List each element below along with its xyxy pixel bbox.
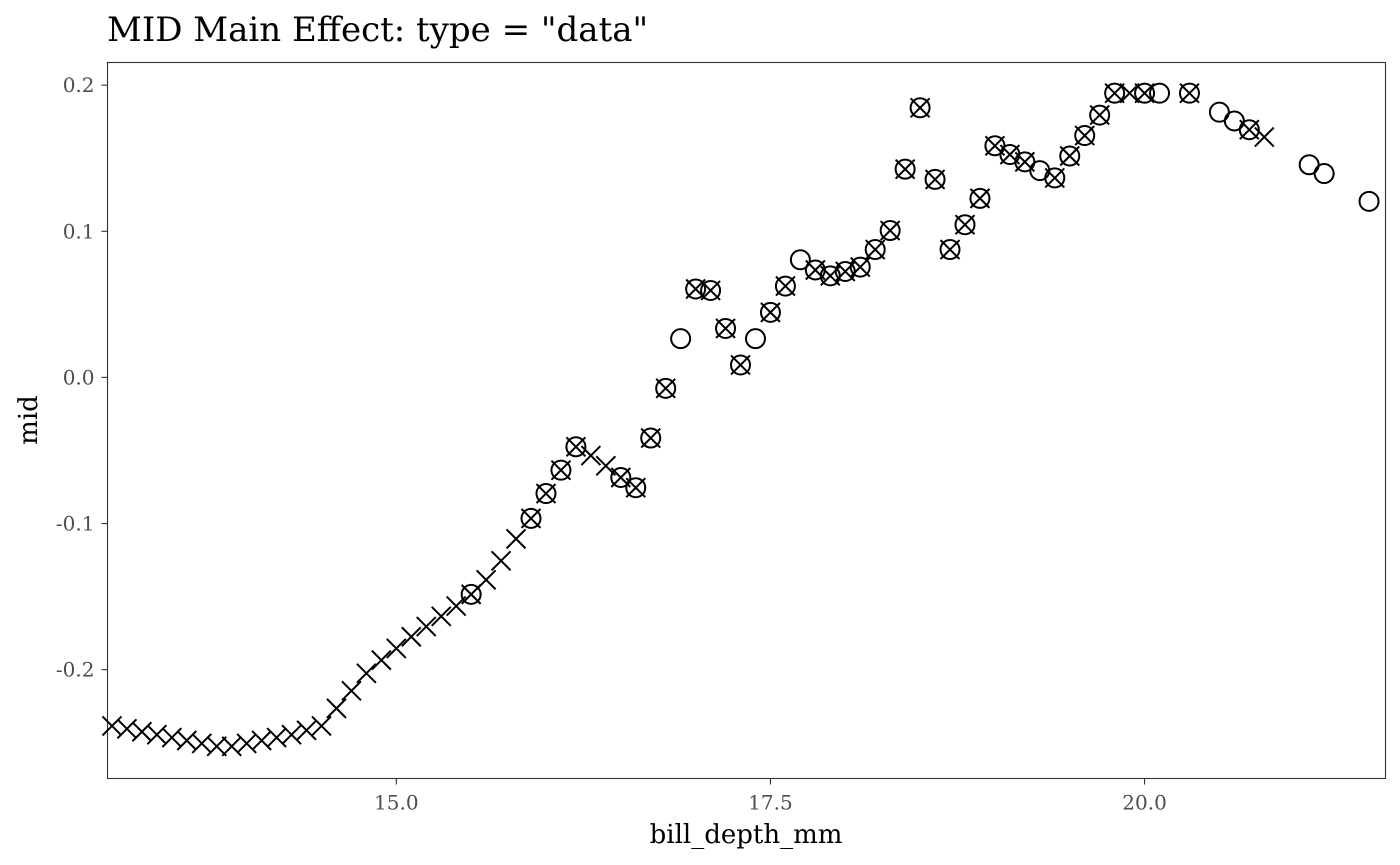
data-point-circle	[670, 328, 692, 350]
x-axis-label: bill_depth_mm	[650, 820, 843, 850]
x-tick-label: 20.0	[1122, 791, 1167, 815]
y-tick-label: 0.0	[63, 365, 95, 389]
data-point-cross	[311, 715, 332, 737]
data-point-circle	[879, 220, 901, 242]
data-point-cross	[490, 550, 512, 571]
data-point-circle	[565, 436, 587, 458]
data-point-circle	[1149, 82, 1171, 104]
data-point-cross	[326, 698, 347, 719]
data-point-circle	[715, 317, 737, 339]
data-point-circle	[864, 239, 886, 261]
data-point-circle	[894, 158, 916, 180]
data-point-circle	[1059, 145, 1081, 167]
data-point-circle	[1074, 125, 1096, 147]
data-point-circle	[535, 483, 557, 505]
data-point-cross	[371, 649, 392, 671]
data-point-cross	[206, 736, 227, 757]
data-point-cross	[281, 724, 302, 745]
data-point-circle	[550, 459, 572, 481]
data-point-cross	[475, 569, 497, 590]
data-point-circle	[744, 328, 766, 350]
data-point-circle	[924, 168, 946, 190]
y-axis: -0.2 -0.1 0.0 0.1 0.2	[56, 73, 108, 682]
data-point-circle	[774, 275, 796, 297]
data-point-circle	[819, 265, 841, 287]
data-point-circle	[460, 583, 482, 605]
data-point-cross	[1119, 82, 1140, 104]
y-tick-label: 0.1	[63, 219, 95, 243]
data-point-circle	[804, 259, 826, 281]
data-point-cross	[296, 720, 317, 741]
x-tick-label: 17.5	[748, 791, 793, 815]
data-point-circle	[700, 279, 722, 301]
data-point-circle	[640, 427, 662, 449]
data-point-circle	[610, 466, 632, 488]
y-axis-label: mid	[14, 395, 44, 445]
data-point-cross	[416, 616, 437, 637]
data-point-circle	[1178, 82, 1200, 104]
y-tick-label: 0.2	[63, 73, 95, 97]
data-point-circle	[685, 278, 707, 300]
plot-marks	[101, 82, 1380, 757]
data-point-circle	[730, 354, 752, 376]
data-point-circle	[909, 97, 931, 119]
data-point-cross	[505, 528, 527, 550]
data-point-circle	[954, 214, 976, 236]
data-point-circle	[1313, 163, 1335, 185]
data-point-cross	[401, 626, 422, 647]
data-point-circle	[939, 239, 961, 261]
data-point-circle	[655, 377, 677, 399]
data-point-circle	[520, 507, 542, 529]
plot-panel	[106, 61, 1387, 780]
x-tick-label: 15.0	[374, 791, 419, 815]
data-point-circle	[1044, 167, 1066, 189]
data-point-circle	[1238, 119, 1260, 141]
data-point-circle	[789, 249, 811, 271]
data-point-circle	[849, 256, 871, 278]
y-tick-label: -0.1	[56, 512, 95, 536]
data-point-circle	[1104, 82, 1126, 104]
data-point-circle	[1089, 104, 1111, 126]
data-point-circle	[1134, 82, 1156, 104]
y-tick-label: -0.2	[56, 658, 95, 682]
x-axis: 15.0 17.5 20.0	[374, 778, 1167, 815]
data-point-cross	[341, 680, 362, 702]
data-point-circle	[625, 477, 647, 499]
data-point-cross	[356, 663, 377, 684]
data-point-circle	[834, 260, 856, 282]
data-point-circle	[1358, 190, 1380, 212]
data-point-circle	[969, 187, 991, 209]
data-point-circle	[759, 301, 781, 323]
data-point-cross	[386, 638, 407, 659]
data-point-cross	[431, 606, 452, 627]
chart-title: MID Main Effect: type = "data"	[107, 10, 648, 50]
